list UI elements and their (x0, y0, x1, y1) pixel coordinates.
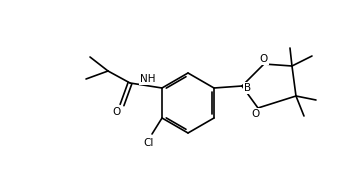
Text: O: O (112, 107, 120, 117)
Text: O: O (260, 54, 268, 64)
Text: Cl: Cl (144, 138, 154, 148)
Text: B: B (244, 83, 252, 93)
Text: O: O (252, 109, 260, 119)
Text: NH: NH (140, 74, 156, 84)
